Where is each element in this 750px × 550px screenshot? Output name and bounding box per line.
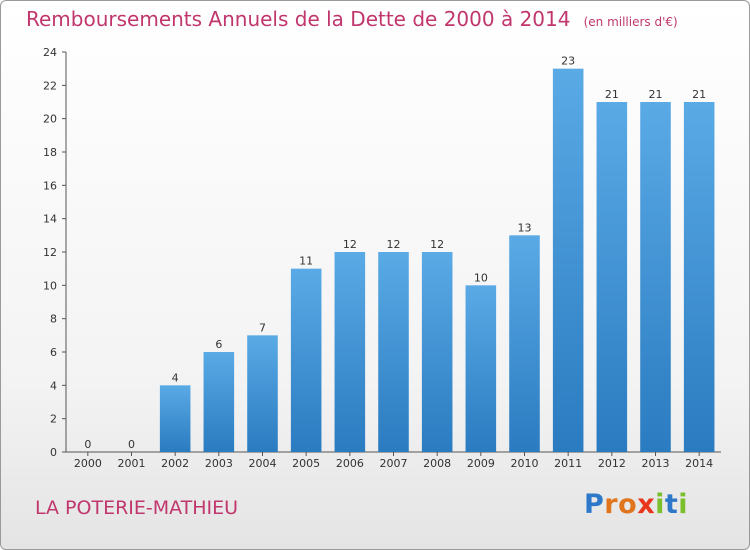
bar — [683, 102, 715, 452]
logo-letter: x — [637, 489, 656, 520]
bar-value-label: 21 — [692, 88, 706, 101]
bar — [421, 252, 453, 452]
y-tick-label: 0 — [50, 446, 57, 459]
bar — [247, 335, 278, 452]
bar-value-label: 0 — [84, 438, 91, 451]
y-tick-label: 18 — [43, 146, 57, 159]
bar-value-label: 10 — [474, 271, 488, 284]
x-tick-label: 2005 — [292, 457, 320, 470]
bar — [552, 68, 584, 453]
logo-letter: r — [604, 489, 619, 520]
bar-value-label: 12 — [387, 238, 401, 251]
bar — [203, 352, 235, 452]
logo-letter: o — [618, 489, 638, 520]
x-tick-label: 2003 — [205, 457, 233, 470]
x-tick-label: 2013 — [642, 457, 670, 470]
y-tick-label: 8 — [50, 313, 57, 326]
x-axis: 2000 2001 2002 2003 2004 2005 2006 2007 2008 2009… — [66, 451, 721, 470]
chart-unit: (en milliers d'€) — [583, 15, 678, 29]
logo-letter: P — [584, 489, 605, 520]
x-tick-label: 2012 — [598, 457, 626, 470]
bar — [509, 235, 540, 452]
bar-value-label: 4 — [172, 371, 179, 384]
logo-letter: i — [678, 489, 689, 520]
y-tick-label: 22 — [43, 79, 57, 92]
bar-value-label: 23 — [561, 55, 575, 68]
bar — [596, 102, 628, 452]
logo-letter: t — [664, 489, 679, 520]
bar-value-label: 11 — [299, 255, 313, 268]
y-tick-label: 4 — [50, 379, 57, 392]
proxiti-logo: Proxiti — [584, 489, 688, 520]
x-tick-label: 2001 — [118, 457, 146, 470]
y-tick-label: 24 — [43, 46, 57, 59]
x-tick-label: 2011 — [554, 457, 582, 470]
x-tick-label: 2004 — [249, 457, 277, 470]
bar-value-label: 12 — [430, 238, 444, 251]
bar — [290, 268, 322, 452]
logo-letter: i — [655, 489, 665, 520]
bar — [465, 285, 497, 452]
title-row: Remboursements Annuels de la Dette de 20… — [26, 7, 678, 31]
x-tick-label: 2006 — [336, 457, 364, 470]
bar-value-label: 21 — [649, 88, 663, 101]
bar-value-label: 6 — [215, 338, 222, 351]
y-tick-label: 10 — [43, 279, 57, 292]
bar-value-label: 7 — [259, 321, 266, 334]
x-tick-label: 2007 — [380, 457, 408, 470]
y-tick-label: 20 — [43, 113, 57, 126]
x-tick-label: 2002 — [161, 457, 189, 470]
x-tick-label: 2010 — [511, 457, 539, 470]
y-tick-label: 14 — [43, 213, 57, 226]
bar-value-label: 13 — [518, 221, 532, 234]
y-tick-label: 12 — [43, 246, 57, 259]
bar-value-label: 12 — [343, 238, 357, 251]
y-tick-label: 16 — [43, 179, 57, 192]
bar — [334, 252, 366, 452]
bar-value-label: 21 — [605, 88, 619, 101]
bars: 0 0 4 6 7 11 12 12 12 10 13 23 21 21 21 — [84, 55, 715, 453]
y-tick-label: 2 — [50, 413, 57, 426]
x-tick-label: 2009 — [467, 457, 495, 470]
commune-name: LA POTERIE-MATHIEU — [35, 497, 239, 519]
x-tick-label: 2000 — [74, 457, 102, 470]
y-tick-label: 6 — [50, 346, 57, 359]
bar — [640, 102, 671, 452]
x-tick-label: 2014 — [685, 457, 713, 470]
bar — [378, 252, 409, 452]
bar-value-label: 0 — [128, 438, 135, 451]
x-tick-label: 2008 — [423, 457, 451, 470]
chart-title: Remboursements Annuels de la Dette de 20… — [26, 7, 571, 31]
bar — [159, 385, 191, 452]
